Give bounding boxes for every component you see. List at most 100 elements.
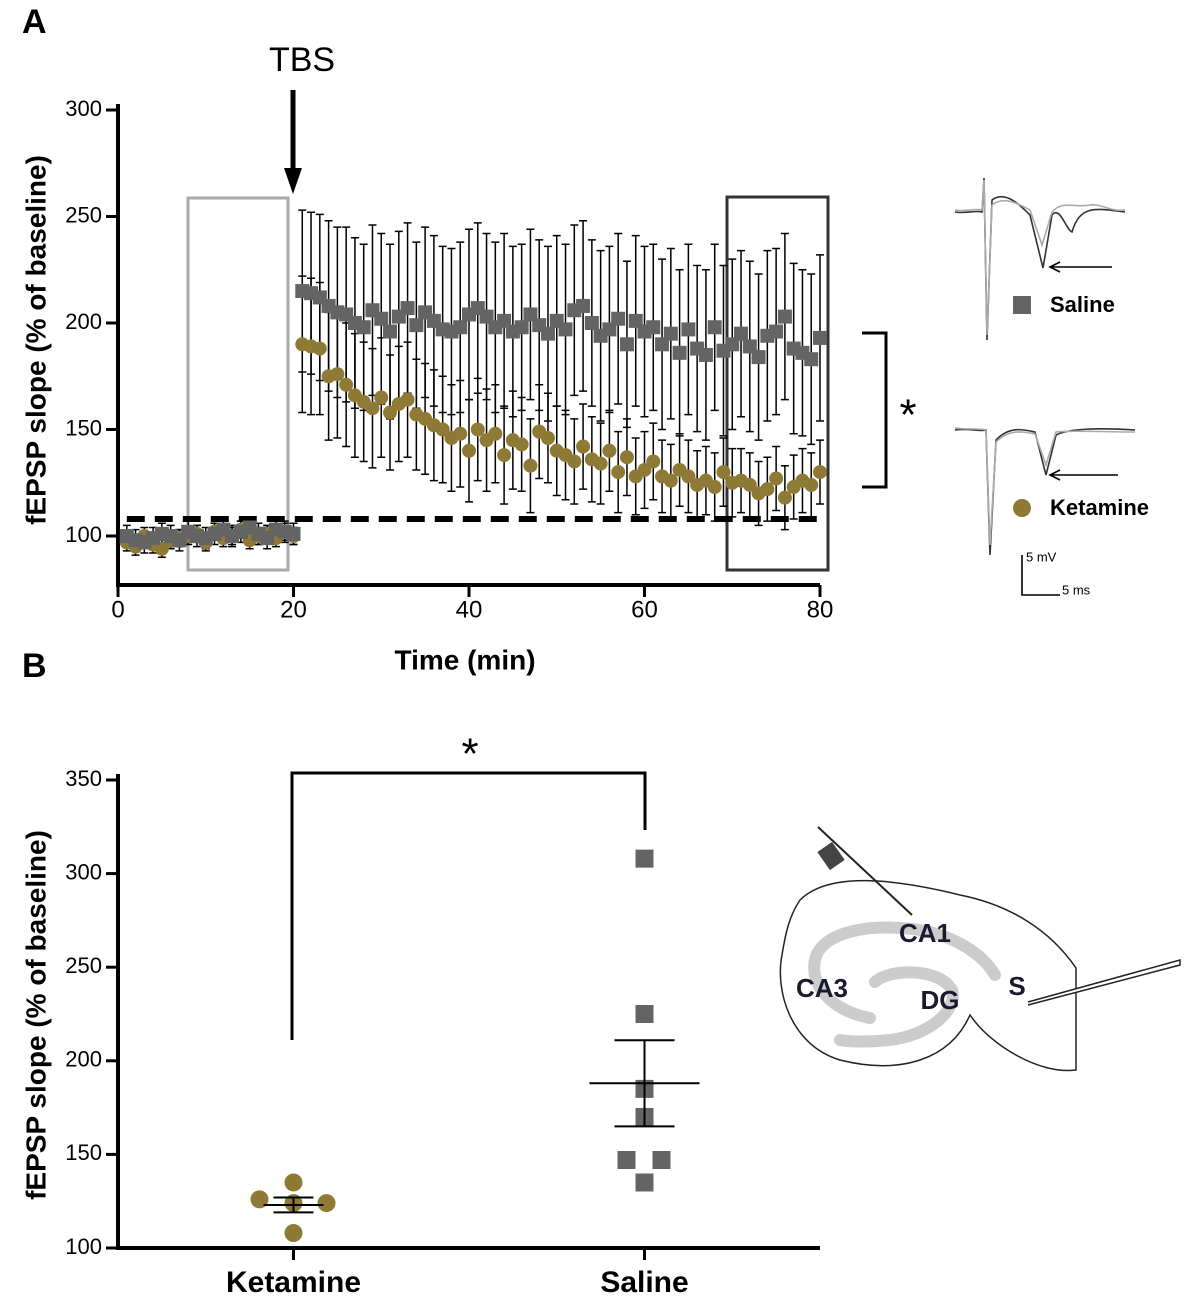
x-tick-label: Saline — [600, 1266, 688, 1299]
region-label: CA1 — [899, 918, 951, 948]
data-point — [742, 339, 757, 354]
data-point — [681, 322, 696, 337]
y-tick-label: 100 — [65, 522, 102, 547]
data-point — [576, 439, 591, 454]
x-axis-label: Time (min) — [394, 644, 535, 675]
x-tick-label: 80 — [807, 596, 834, 623]
data-point — [286, 526, 301, 541]
panel-label: B — [22, 647, 47, 685]
y-tick-label: 200 — [65, 1047, 102, 1072]
data-point — [760, 482, 775, 497]
scale-bar — [1021, 555, 1060, 596]
data-point — [734, 326, 749, 341]
data-point — [462, 443, 476, 458]
data-point — [576, 298, 591, 313]
data-point — [672, 345, 687, 360]
data-point — [617, 1151, 636, 1170]
data-point — [497, 448, 512, 463]
electrode-tip — [817, 841, 845, 871]
data-point — [567, 454, 582, 469]
saline-trace-post — [954, 177, 1126, 341]
data-point — [284, 1224, 303, 1243]
data-point — [751, 350, 766, 365]
tbs-arrowhead — [284, 168, 302, 194]
sem-bar — [614, 1039, 675, 1128]
data-point — [479, 309, 494, 324]
y-tick-label: 350 — [65, 766, 102, 791]
data-point — [707, 480, 722, 495]
data-point — [725, 337, 740, 352]
data-point — [635, 849, 654, 868]
y-tick-label: 200 — [65, 309, 102, 334]
data-point — [663, 473, 678, 488]
data-point — [284, 1173, 303, 1192]
data-point — [374, 311, 389, 326]
x-tick-label: 60 — [631, 596, 658, 623]
data-point — [374, 390, 389, 405]
region-label: DG — [921, 985, 960, 1015]
data-point — [514, 320, 529, 335]
data-point — [365, 401, 380, 416]
y-tick-label: 250 — [65, 953, 102, 978]
x-tick-label: Ketamine — [226, 1266, 361, 1299]
significance-label: * — [461, 730, 478, 779]
data-point — [497, 313, 512, 328]
data-point — [312, 341, 327, 356]
sem-bar — [273, 1196, 314, 1214]
data-point — [453, 426, 468, 441]
data-point — [339, 377, 354, 392]
data-point — [593, 456, 608, 471]
inset-arrow — [1048, 261, 1112, 273]
data-point — [488, 426, 503, 441]
ketamine-trace-pre — [954, 427, 1136, 546]
data-point — [637, 462, 652, 477]
x-tick-label: 0 — [111, 596, 124, 623]
data-point — [435, 422, 450, 437]
data-point — [540, 431, 555, 446]
y-tick-label: 100 — [65, 1234, 102, 1259]
data-point — [558, 322, 573, 337]
significance-label: * — [899, 391, 916, 440]
inset-arrow — [1048, 469, 1118, 481]
data-point — [540, 326, 555, 341]
region-label: S — [1008, 971, 1025, 1001]
x-tick-label: 20 — [280, 596, 307, 623]
data-point — [813, 330, 827, 345]
data-point — [400, 392, 415, 407]
y-tick-label: 150 — [65, 1140, 102, 1165]
data-point — [804, 477, 819, 492]
data-point — [646, 320, 661, 335]
analysis-box — [725, 195, 830, 572]
y-tick-label: 300 — [65, 96, 102, 121]
panel-label: A — [22, 3, 47, 41]
data-point — [635, 1005, 654, 1023]
ketamine-trace-post — [954, 428, 1136, 556]
data-point — [602, 443, 617, 458]
dentate-gyrus — [834, 966, 959, 1048]
data-point — [317, 1194, 336, 1213]
data-point — [453, 320, 468, 335]
region-label: CA3 — [796, 973, 848, 1003]
data-point — [619, 450, 634, 465]
data-point — [611, 465, 626, 480]
data-point — [742, 477, 757, 492]
data-point — [663, 326, 678, 341]
data-point — [813, 465, 827, 480]
hippocampus-diagram: CA1 CA3 DG S — [779, 826, 1181, 1072]
y-axis-label: fEPSP slope (% of baseline) — [20, 155, 51, 525]
data-point — [681, 469, 696, 484]
baseline-box — [186, 196, 290, 572]
data-point — [154, 541, 169, 556]
cornu-ammonis — [808, 921, 1001, 1024]
legend-marker — [1013, 296, 1031, 314]
saline-trace-pre — [954, 179, 1126, 336]
y-tick-label: 250 — [65, 202, 102, 227]
data-point — [628, 313, 643, 328]
data-point — [611, 311, 626, 326]
data-point — [777, 490, 792, 505]
data-point — [707, 320, 722, 335]
data-point — [523, 307, 538, 322]
data-point — [646, 454, 661, 469]
x-tick-label: 40 — [456, 596, 483, 623]
